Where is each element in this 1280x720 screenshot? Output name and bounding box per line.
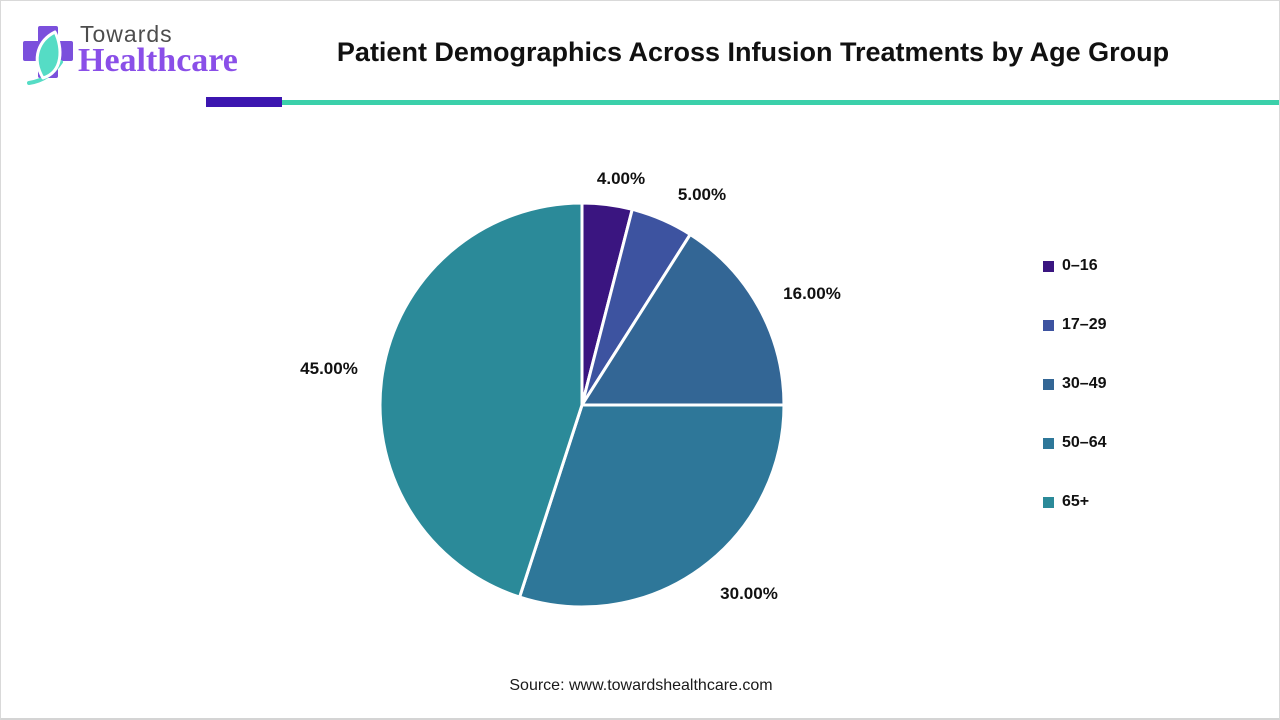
source-text: Source: www.towardshealthcare.com — [509, 677, 773, 694]
chart-title: Patient Demographics Across Infusion Tre… — [336, 37, 1170, 67]
legend-label: 50–64 — [1062, 434, 1107, 451]
legend-swatch-icon — [1043, 260, 1054, 272]
legend-swatch-icon — [1043, 319, 1054, 331]
logo-cross-leaf-icon — [23, 26, 73, 85]
pie-slice-65+ — [378, 201, 584, 599]
pie-slice-label-65+: 45.00% — [300, 359, 358, 378]
legend-swatch-icon — [1043, 378, 1054, 390]
pie-slice-label-17–29: 5.00% — [677, 185, 727, 204]
legend-item-65+: 65+ — [1043, 491, 1107, 513]
legend-label: 17–29 — [1062, 316, 1107, 333]
legend-label: 30–49 — [1062, 375, 1107, 392]
legend-item-30–49: 30–49 — [1043, 373, 1107, 395]
legend-item-50–64: 50–64 — [1043, 432, 1107, 454]
pie-slice-50–64 — [518, 403, 786, 609]
legend-label: 0–16 — [1062, 257, 1098, 274]
logo-text-healthcare: Healthcare — [78, 42, 238, 79]
title-underline-purple — [206, 97, 282, 107]
pie-chart — [378, 201, 786, 609]
legend-swatch-icon — [1043, 496, 1054, 508]
pie-slice-label-30–49: 16.00% — [783, 284, 841, 303]
pie-slice-30–49 — [580, 232, 786, 407]
chart-legend: 0–16 17–29 30–49 50–64 65+ — [1043, 255, 1107, 513]
towards-healthcare-logo: Towards Healthcare — [1, 1, 271, 101]
legend-label: 65+ — [1062, 493, 1090, 510]
title-underline-teal — [282, 100, 1279, 105]
pie-slice-label-50–64: 30.00% — [720, 584, 778, 603]
legend-swatch-icon — [1043, 437, 1054, 449]
pie-slice-label-0–16: 4.00% — [596, 169, 646, 188]
logo-text-towards: Towards — [80, 21, 173, 47]
legend-item-0–16: 0–16 — [1043, 255, 1107, 277]
legend-item-17–29: 17–29 — [1043, 314, 1107, 336]
